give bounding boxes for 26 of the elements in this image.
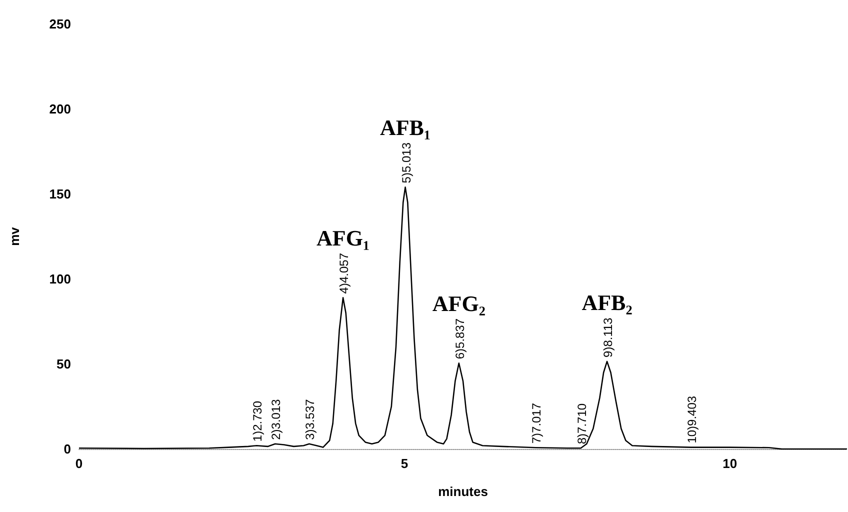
y-tick-label: 200 <box>49 102 71 116</box>
annotation: AFB₁ <box>380 115 431 140</box>
x-tick-label: 10 <box>722 456 738 471</box>
annotation: 4)4.057 <box>337 252 352 294</box>
y-axis-title: mv <box>7 226 22 246</box>
annotation: 7)7.017 <box>530 402 544 444</box>
annotation: 9)8.113 <box>601 317 616 358</box>
annotation: AFG₂ <box>432 290 486 316</box>
annotation: 3)3.537 <box>303 398 318 440</box>
annotation: 1)2.730 <box>250 400 265 442</box>
y-tick-label: 150 <box>49 186 71 202</box>
annotation: 6)5.837 <box>452 318 467 360</box>
annotation: 2)3.013 <box>269 398 284 440</box>
annotation: 5)5.013 <box>399 142 414 184</box>
x-tick-label: 0 <box>75 456 83 471</box>
annotation: 8)7.710 <box>574 403 589 444</box>
y-tick-label: 100 <box>49 272 71 286</box>
line-series <box>78 186 848 450</box>
annotation: AFG₁ <box>316 226 370 250</box>
annotation: AFB₂ <box>582 290 633 316</box>
annotation: 10)9.403 <box>684 396 699 444</box>
x-tick-label: 5 <box>400 456 408 471</box>
y-tick-label: 0 <box>64 442 71 456</box>
y-tick-label: 50 <box>56 356 71 372</box>
x-axis-title: minutes <box>438 484 488 499</box>
y-tick-label: 250 <box>49 16 71 32</box>
